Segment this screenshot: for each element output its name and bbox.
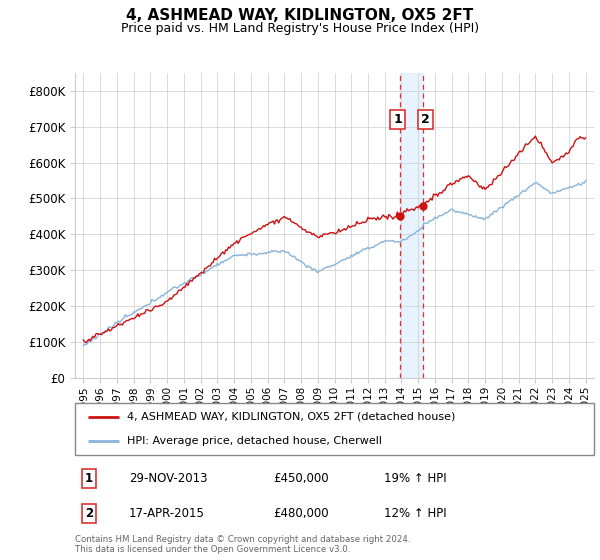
Bar: [400, 73, 423, 378]
Text: This data is licensed under the Open Government Licence v3.0.: This data is licensed under the Open Gov…: [75, 545, 350, 554]
Text: 17-APR-2015: 17-APR-2015: [129, 507, 205, 520]
Text: £450,000: £450,000: [273, 472, 329, 486]
Text: 29-NOV-2013: 29-NOV-2013: [129, 472, 208, 486]
Text: 1: 1: [393, 113, 402, 126]
Text: 19% ↑ HPI: 19% ↑ HPI: [384, 472, 446, 486]
FancyBboxPatch shape: [75, 403, 594, 455]
Text: 2: 2: [421, 113, 430, 126]
Text: 1: 1: [85, 472, 93, 486]
Text: 12% ↑ HPI: 12% ↑ HPI: [384, 507, 446, 520]
Text: 4, ASHMEAD WAY, KIDLINGTON, OX5 2FT (detached house): 4, ASHMEAD WAY, KIDLINGTON, OX5 2FT (det…: [127, 412, 455, 422]
Text: 2: 2: [85, 507, 93, 520]
Text: 4, ASHMEAD WAY, KIDLINGTON, OX5 2FT: 4, ASHMEAD WAY, KIDLINGTON, OX5 2FT: [127, 8, 473, 24]
Text: Contains HM Land Registry data © Crown copyright and database right 2024.: Contains HM Land Registry data © Crown c…: [75, 535, 410, 544]
Text: Price paid vs. HM Land Registry's House Price Index (HPI): Price paid vs. HM Land Registry's House …: [121, 22, 479, 35]
Text: HPI: Average price, detached house, Cherwell: HPI: Average price, detached house, Cher…: [127, 436, 382, 446]
Text: £480,000: £480,000: [273, 507, 329, 520]
